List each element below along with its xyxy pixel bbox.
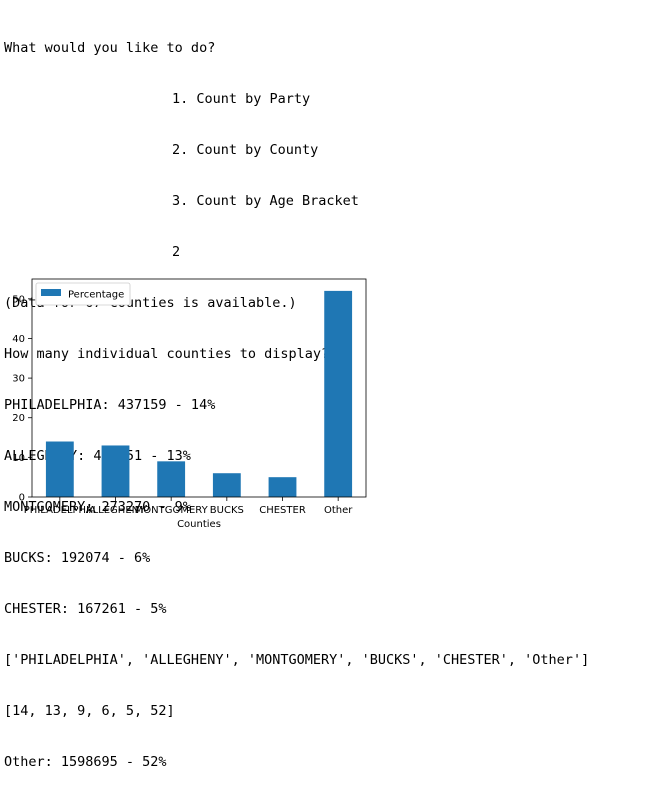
y-tick-label-0: 0 [19, 493, 25, 504]
y-tick-label-40: 40 [12, 334, 25, 345]
plot-frame [31, 278, 367, 498]
legend-box [35, 282, 131, 306]
x-tick-label-allegheny: ALLEGHENY [86, 505, 146, 516]
county-names-list: ['PHILADELPHIA', 'ALLEGHENY', 'MONTGOMER… [4, 652, 590, 668]
county-result-montgomery: MONTGOMERY: 273270 - 9% [4, 499, 191, 515]
y-tick-label-30: 30 [12, 374, 25, 385]
y-tick-label-20: 20 [12, 413, 25, 424]
county-result-other: Other: 1598695 - 52% [4, 754, 167, 770]
percentage-list: [14, 13, 9, 6, 5, 52] [4, 703, 175, 719]
menu-choice-input[interactable]: 2 [172, 244, 181, 260]
menu-option-county: 2. Count by County [172, 142, 319, 158]
bar-other [324, 290, 353, 497]
bar-montgomery [157, 461, 186, 497]
y-tick-label-50: 50 [12, 294, 25, 305]
menu-title: What would you like to do? [4, 40, 216, 56]
legend-swatch-percentage [41, 289, 61, 296]
x-tick-label-other: Other [324, 505, 353, 516]
bar-chester [268, 477, 297, 497]
x-tick-label-philadelphia: PHILADELPHIA [24, 505, 96, 516]
x-tick-label-chester: CHESTER [259, 505, 306, 516]
county-percentage-bar-chart: 0 10 20 30 40 50 PHILADELPHIAALLEGHENYMONTGOME… [12, 278, 367, 530]
x-tick-label-montgomery: MONTGOMERY [135, 505, 209, 516]
bar-allegheny [101, 445, 130, 497]
bar-bucks [212, 473, 241, 497]
menu-option-party: 1. Count by Party [172, 91, 311, 107]
x-tick-label-bucks: BUCKS [210, 505, 244, 516]
county-result-bucks: BUCKS: 192074 - 6% [4, 550, 151, 566]
legend-label-percentage: Percentage [68, 290, 124, 301]
county-result-chester: CHESTER: 167261 - 5% [4, 601, 167, 617]
y-tick-label-10: 10 [12, 453, 25, 464]
menu-option-age: 3. Count by Age Bracket [172, 193, 359, 209]
bar-philadelphia [45, 441, 74, 497]
county-result-philadelphia: PHILADELPHIA: 437159 - 14% [4, 397, 216, 413]
x-axis-label: Counties [177, 519, 221, 530]
